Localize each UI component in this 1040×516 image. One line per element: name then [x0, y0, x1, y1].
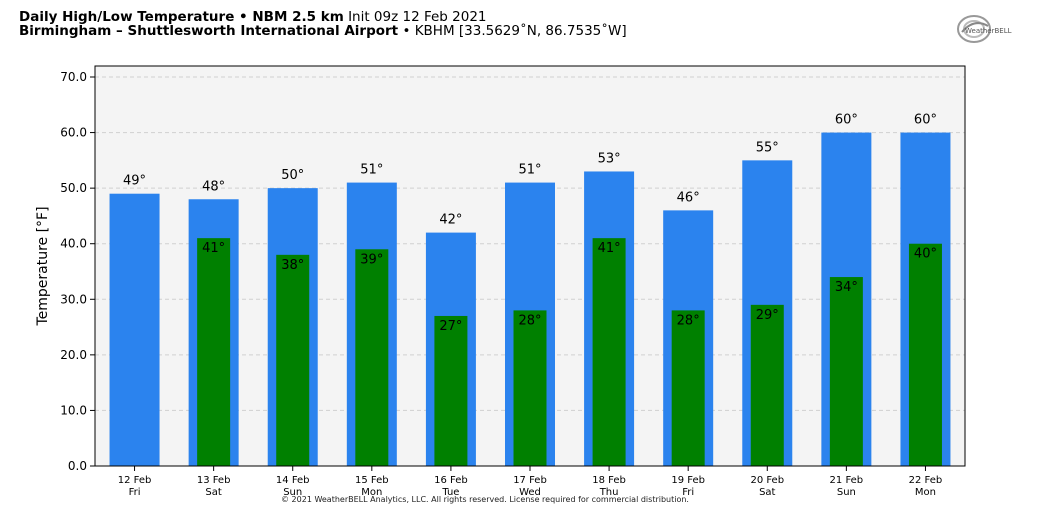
x-tick-date: 15 Feb [355, 475, 389, 486]
logo-text: WeatherBELL [965, 27, 1012, 35]
low-temp-bar [750, 304, 784, 466]
high-temp-label: 60° [914, 113, 937, 128]
high-temp-bar [109, 193, 160, 466]
y-tick-label: 30.0 [60, 292, 87, 306]
low-temp-bar [434, 315, 468, 466]
low-temp-bar [908, 243, 942, 466]
y-tick-label: 10.0 [60, 403, 87, 417]
x-tick-weekday: Fri [682, 487, 694, 498]
station-line: Birmingham – Shuttlesworth International… [19, 23, 627, 39]
y-axis-label: Temperature [°F] [35, 206, 51, 326]
high-temp-label: 55° [756, 140, 779, 155]
low-temp-bar [276, 254, 310, 466]
x-tick-date: 21 Feb [830, 475, 864, 486]
low-temp-label: 39° [360, 252, 383, 267]
x-tick-date: 19 Feb [671, 475, 705, 486]
high-temp-label: 51° [518, 163, 541, 178]
x-tick-date: 13 Feb [197, 475, 231, 486]
x-tick-weekday: Thu [599, 487, 619, 498]
high-temp-label: 49° [123, 174, 146, 189]
high-temp-label: 42° [439, 213, 462, 228]
high-temp-label: 53° [598, 151, 621, 166]
high-temp-label: 51° [360, 163, 383, 178]
x-tick-weekday: Sun [837, 487, 856, 498]
high-temp-label: 60° [835, 113, 858, 128]
high-temp-label: 50° [281, 168, 304, 183]
low-temp-label: 41° [202, 241, 225, 256]
y-tick-label: 50.0 [60, 181, 87, 195]
x-tick-date: 20 Feb [750, 475, 784, 486]
low-temp-label: 29° [756, 308, 779, 323]
y-tick-label: 20.0 [60, 348, 87, 362]
x-tick-weekday: Sat [759, 487, 775, 498]
high-temp-label: 48° [202, 179, 225, 194]
y-tick-label: 0.0 [68, 459, 87, 473]
station-info: • KBHM [33.5629˚N, 86.7535˚W] [402, 23, 627, 39]
chart-title-line: Daily High/Low Temperature • NBM 2.5 km … [19, 9, 487, 25]
high-temp-label: 46° [677, 190, 700, 205]
x-tick-weekday: Mon [915, 487, 936, 498]
x-tick-weekday: Sat [205, 487, 221, 498]
x-tick-weekday: Fri [129, 487, 141, 498]
low-temp-label: 41° [598, 241, 621, 256]
low-temp-label: 27° [439, 319, 462, 334]
x-tick-date: 17 Feb [513, 475, 547, 486]
low-temp-bar [355, 249, 389, 466]
low-temp-bar [592, 238, 626, 466]
chart-title: Daily High/Low Temperature • NBM 2.5 km [19, 9, 344, 25]
low-temp-label: 34° [835, 280, 858, 295]
y-tick-label: 60.0 [60, 126, 87, 140]
axes-group: 0.010.020.030.040.050.060.070.012 FebFri… [60, 65, 966, 498]
low-temp-label: 40° [914, 247, 937, 262]
low-temp-bar [829, 277, 863, 466]
weatherbell-logo-icon: WeatherBELL [957, 15, 1012, 43]
init-time: Init 09z 12 Feb 2021 [348, 9, 487, 25]
x-tick-weekday: Mon [361, 487, 382, 498]
bars-group: 49° 48° 41° 50° 38° 51° 39° 42° 27° 51° 28° 53° 41° 4… [109, 113, 951, 467]
x-tick-date: 12 Feb [118, 475, 152, 486]
y-tick-label: 40.0 [60, 237, 87, 251]
y-tick-label: 70.0 [60, 70, 87, 84]
x-tick-date: 16 Feb [434, 475, 468, 486]
low-temp-bar [671, 310, 705, 466]
x-tick-date: 14 Feb [276, 475, 310, 486]
low-temp-bar [513, 310, 547, 466]
x-tick-weekday: Tue [441, 487, 459, 498]
x-tick-weekday: Wed [519, 487, 541, 498]
copyright-notice: © 2021 WeatherBELL Analytics, LLC. All r… [281, 495, 689, 504]
low-temp-label: 28° [518, 313, 541, 328]
x-tick-date: 22 Feb [909, 475, 943, 486]
low-temp-label: 28° [677, 313, 700, 328]
low-temp-label: 38° [281, 258, 304, 273]
plot-frame [94, 65, 966, 467]
x-tick-weekday: Sun [283, 487, 302, 498]
low-temp-bar [197, 238, 231, 466]
station-name: Birmingham – Shuttlesworth International… [19, 23, 399, 39]
x-tick-date: 18 Feb [592, 475, 626, 486]
